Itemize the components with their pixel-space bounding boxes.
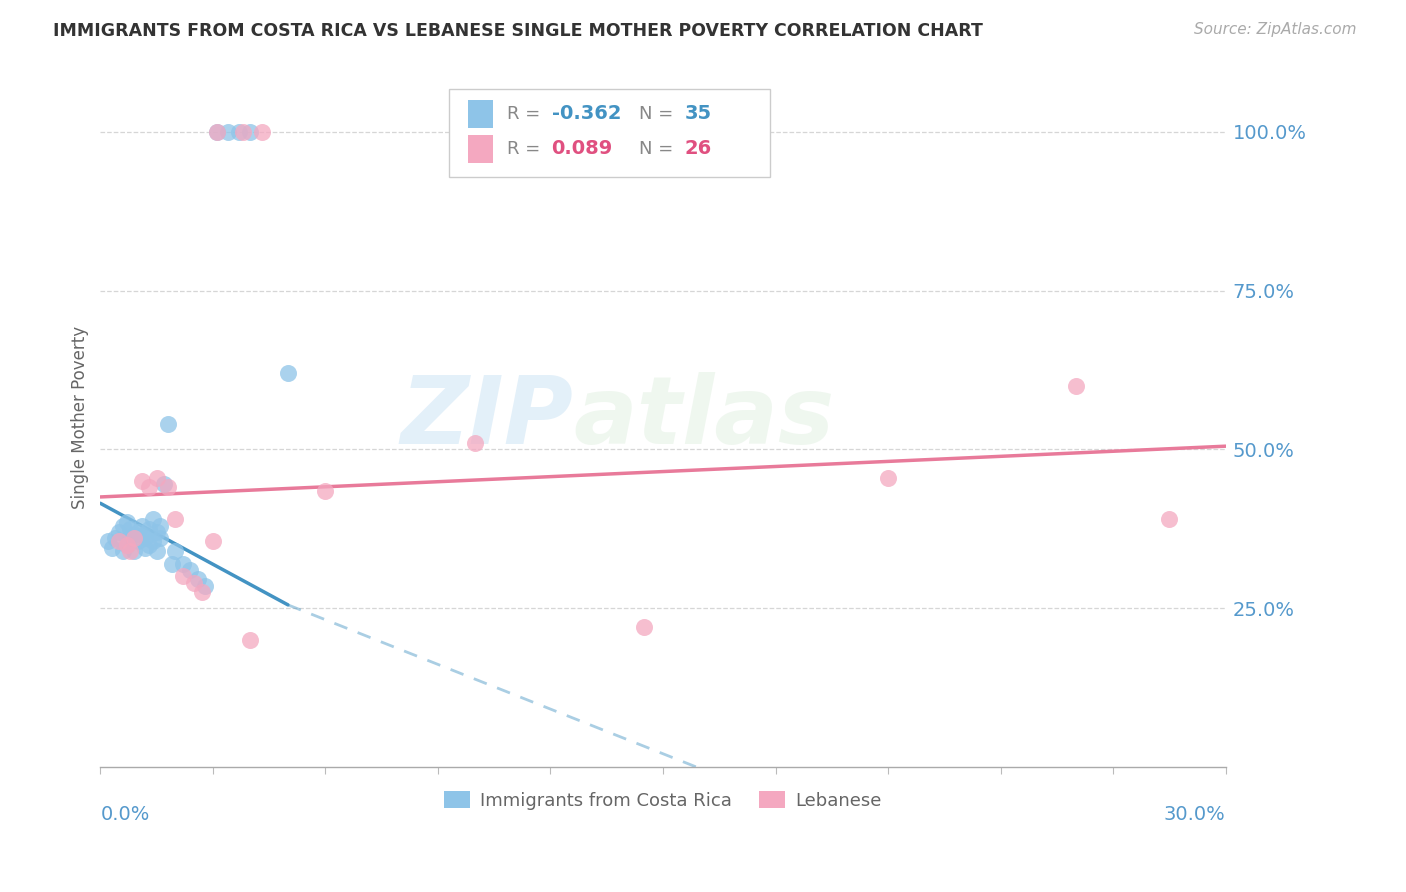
Point [165, 544, 187, 558]
Bar [468, 100, 494, 128]
Point [149, 531, 172, 545]
Point [156, 480, 179, 494]
Point [122, 528, 145, 542]
Text: ZIP: ZIP [401, 372, 574, 464]
Point [138, 522, 160, 536]
Point [131, 474, 153, 488]
Point [120, 522, 142, 536]
Text: Source: ZipAtlas.com: Source: ZipAtlas.com [1194, 22, 1357, 37]
Point [120, 531, 142, 545]
Point [228, 125, 250, 139]
Text: 26: 26 [685, 139, 711, 158]
Point [633, 620, 655, 634]
FancyBboxPatch shape [449, 89, 770, 177]
Text: 30.0%: 30.0% [1164, 805, 1226, 824]
Point [131, 528, 153, 542]
Text: IMMIGRANTS FROM COSTA RICA VS LEBANESE SINGLE MOTHER POVERTY CORRELATION CHART: IMMIGRANTS FROM COSTA RICA VS LEBANESE S… [53, 22, 983, 40]
Point [115, 537, 138, 551]
Point [314, 483, 336, 498]
Point [138, 537, 160, 551]
Point [153, 477, 176, 491]
Point [277, 366, 299, 380]
Point [120, 544, 142, 558]
Point [239, 632, 262, 647]
Point [165, 512, 187, 526]
Point [134, 541, 156, 555]
Point [127, 524, 149, 539]
Point [104, 531, 127, 545]
Point [239, 125, 262, 139]
Point [190, 585, 212, 599]
Point [194, 579, 217, 593]
Point [122, 544, 145, 558]
Point [877, 471, 900, 485]
Point [115, 537, 138, 551]
Point [183, 575, 205, 590]
Point [97, 534, 120, 549]
Point [1159, 512, 1181, 526]
Point [464, 436, 486, 450]
Text: N =: N = [640, 140, 679, 158]
Point [205, 125, 228, 139]
Y-axis label: Single Mother Poverty: Single Mother Poverty [72, 326, 89, 509]
Text: N =: N = [640, 105, 679, 123]
Point [134, 531, 156, 545]
Text: 0.0%: 0.0% [100, 805, 149, 824]
Point [115, 516, 138, 530]
Point [142, 534, 165, 549]
Point [138, 480, 160, 494]
Point [232, 125, 254, 139]
Point [160, 557, 183, 571]
Point [172, 557, 194, 571]
Point [187, 573, 209, 587]
Point [111, 544, 134, 558]
Point [201, 534, 224, 549]
Text: 0.089: 0.089 [551, 139, 613, 158]
Point [156, 417, 179, 431]
Bar [468, 135, 494, 162]
Point [205, 125, 228, 139]
Point [131, 518, 153, 533]
Text: 35: 35 [685, 104, 711, 123]
Point [145, 544, 167, 558]
Point [108, 524, 131, 539]
Point [250, 125, 273, 139]
Point [100, 541, 122, 555]
Point [122, 531, 145, 545]
Text: -0.362: -0.362 [551, 104, 621, 123]
Point [127, 534, 149, 549]
Point [1064, 379, 1087, 393]
Point [108, 534, 131, 549]
Text: atlas: atlas [574, 372, 834, 464]
Point [217, 125, 239, 139]
Point [111, 518, 134, 533]
Legend: Immigrants from Costa Rica, Lebanese: Immigrants from Costa Rica, Lebanese [437, 784, 889, 817]
Point [142, 512, 165, 526]
Point [149, 518, 172, 533]
Text: R =: R = [506, 140, 546, 158]
Text: R =: R = [506, 105, 546, 123]
Point [172, 569, 194, 583]
Point [179, 563, 201, 577]
Point [145, 471, 167, 485]
Point [145, 524, 167, 539]
